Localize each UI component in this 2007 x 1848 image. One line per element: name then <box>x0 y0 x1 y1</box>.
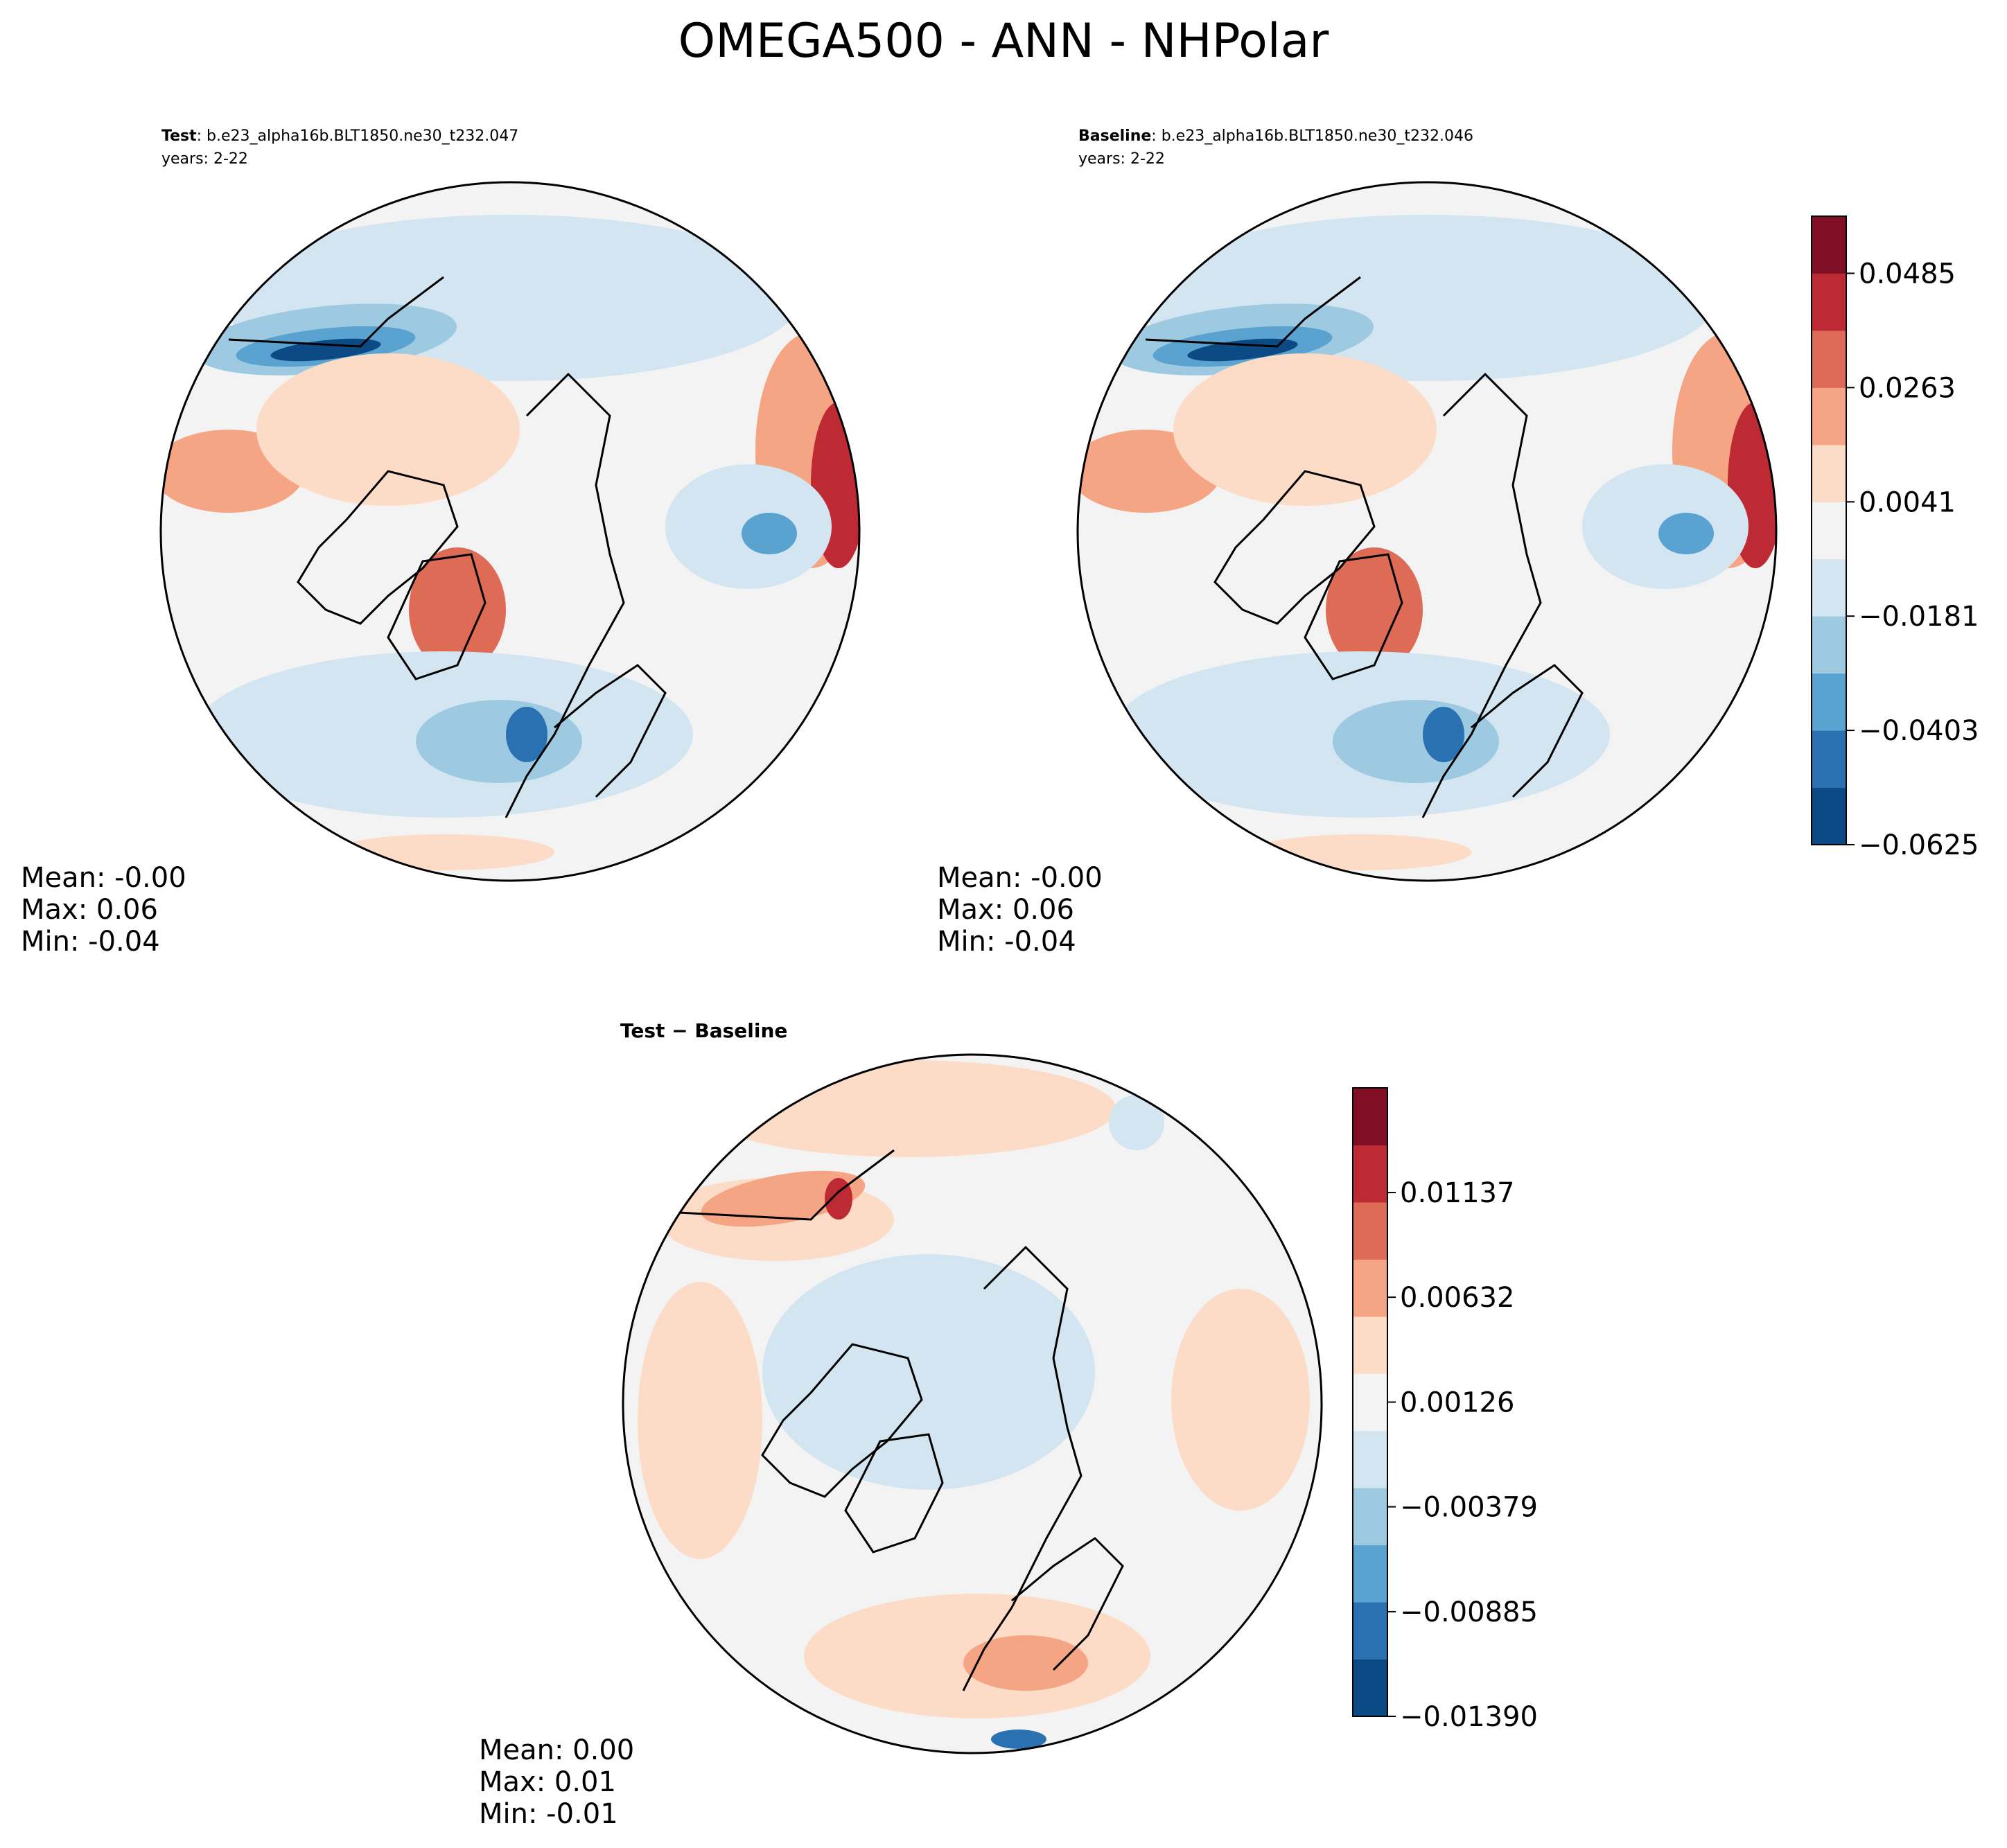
colorbar-diff-level-8 <box>1353 1202 1387 1260</box>
colorbar-baseline-tick-label-1: 0.0263 <box>1859 372 1956 404</box>
colorbar-diff-level-7 <box>1353 1259 1387 1317</box>
colorbar-diff-tick-label-4: −0.00885 <box>1400 1596 1538 1628</box>
figure-title: OMEGA500 - ANN - NHPolar <box>678 14 1329 69</box>
colorbar-diff-level-1 <box>1353 1602 1387 1660</box>
colorbar-baseline-frame <box>1811 215 1847 845</box>
colorbar-diff-level-3 <box>1353 1488 1387 1546</box>
colorbar-baseline-level-7 <box>1812 387 1846 446</box>
colorbar-baseline-level-0 <box>1812 787 1846 845</box>
colorbar-baseline-tick-label-3: −0.0181 <box>1859 601 1979 633</box>
colorbar-diff-tick-label-2: 0.00126 <box>1400 1387 1514 1419</box>
stats-test-max: Max: 0.06 <box>21 894 158 926</box>
map-baseline-boundary <box>1076 181 1778 882</box>
panel-baseline-subtitle: years: 2-22 <box>1078 150 1165 168</box>
colorbar-baseline-level-2 <box>1812 673 1846 731</box>
colorbar-diff-tick-label-0: 0.01137 <box>1400 1177 1514 1209</box>
panel-baseline-title: Baseline: b.e23_alpha16b.BLT1850.ne30_t2… <box>1078 127 1473 145</box>
map-test-boundary <box>159 181 861 882</box>
colorbar-baseline: 0.0485 0.0263 0.0041 −0.0181 −0.0403 −0.0625 <box>1811 215 1979 861</box>
colorbar-diff-level-0 <box>1353 1659 1387 1717</box>
colorbar-diff-level-2 <box>1353 1545 1387 1603</box>
panel-diff: Test − Baseline Mean: 0.00 Max: 0.01 Min… <box>479 1019 1538 1830</box>
colorbar-baseline-level-6 <box>1812 444 1846 502</box>
panel-baseline-title-rest: : b.e23_alpha16b.BLT1850.ne30_t232.046 <box>1151 127 1473 145</box>
stats-baseline-max: Max: 0.06 <box>937 894 1074 926</box>
colorbar-diff-level-10 <box>1353 1088 1387 1145</box>
stats-diff-min: Min: -0.01 <box>479 1798 618 1830</box>
colorbar-baseline-level-4 <box>1812 558 1846 617</box>
map-diff <box>623 1055 1322 1753</box>
stats-baseline-min: Min: -0.04 <box>937 926 1076 958</box>
colorbar-baseline-level-10 <box>1812 216 1846 274</box>
colorbar-baseline-tick-label-0: 0.0485 <box>1859 258 1956 290</box>
colorbar-diff: 0.01137 0.00632 0.00126 −0.00379 −0.00885 −0.… <box>1352 1087 1538 1733</box>
map-test <box>161 182 859 881</box>
colorbar-baseline-level-5 <box>1812 502 1846 560</box>
colorbar-baseline-tick-label-4: −0.0403 <box>1859 715 1979 747</box>
panel-test-title: Test: b.e23_alpha16b.BLT1850.ne30_t232.0… <box>161 127 518 145</box>
panel-test: Test: b.e23_alpha16b.BLT1850.ne30_t232.0… <box>21 127 861 958</box>
map-baseline <box>1078 182 1776 881</box>
stats-baseline-mean: Mean: -0.00 <box>937 862 1103 894</box>
colorbar-diff-level-4 <box>1353 1430 1387 1488</box>
stats-test-mean: Mean: -0.00 <box>21 862 186 894</box>
panel-baseline: Baseline: b.e23_alpha16b.BLT1850.ne30_t2… <box>937 127 1979 958</box>
colorbar-baseline-tick-label-2: 0.0041 <box>1859 486 1956 518</box>
map-diff-boundary <box>622 1053 1323 1754</box>
panel-test-title-bold: Test <box>161 127 197 145</box>
colorbar-diff-tick-label-1: 0.00632 <box>1400 1282 1514 1314</box>
colorbar-diff-level-5 <box>1353 1373 1387 1432</box>
stats-diff-mean: Mean: 0.00 <box>479 1734 634 1766</box>
colorbar-baseline-level-8 <box>1812 330 1846 388</box>
colorbar-diff-tick-label-5: −0.01390 <box>1400 1701 1538 1733</box>
colorbar-diff-level-9 <box>1353 1145 1387 1203</box>
stats-diff-max: Max: 0.01 <box>479 1766 616 1798</box>
panel-test-title-rest: : b.e23_alpha16b.BLT1850.ne30_t232.047 <box>197 127 519 145</box>
colorbar-baseline-tick-label-5: −0.0625 <box>1859 829 1979 861</box>
colorbar-baseline-level-1 <box>1812 730 1846 789</box>
colorbar-baseline-level-3 <box>1812 616 1846 674</box>
colorbar-diff-level-6 <box>1353 1316 1387 1374</box>
colorbar-baseline-level-9 <box>1812 273 1846 331</box>
stats-test-min: Min: -0.04 <box>21 926 160 958</box>
panel-diff-title: Test − Baseline <box>620 1019 787 1042</box>
colorbar-diff-tick-label-3: −0.00379 <box>1400 1492 1538 1524</box>
panel-baseline-title-bold: Baseline <box>1078 127 1151 145</box>
panel-test-subtitle: years: 2-22 <box>161 150 248 168</box>
